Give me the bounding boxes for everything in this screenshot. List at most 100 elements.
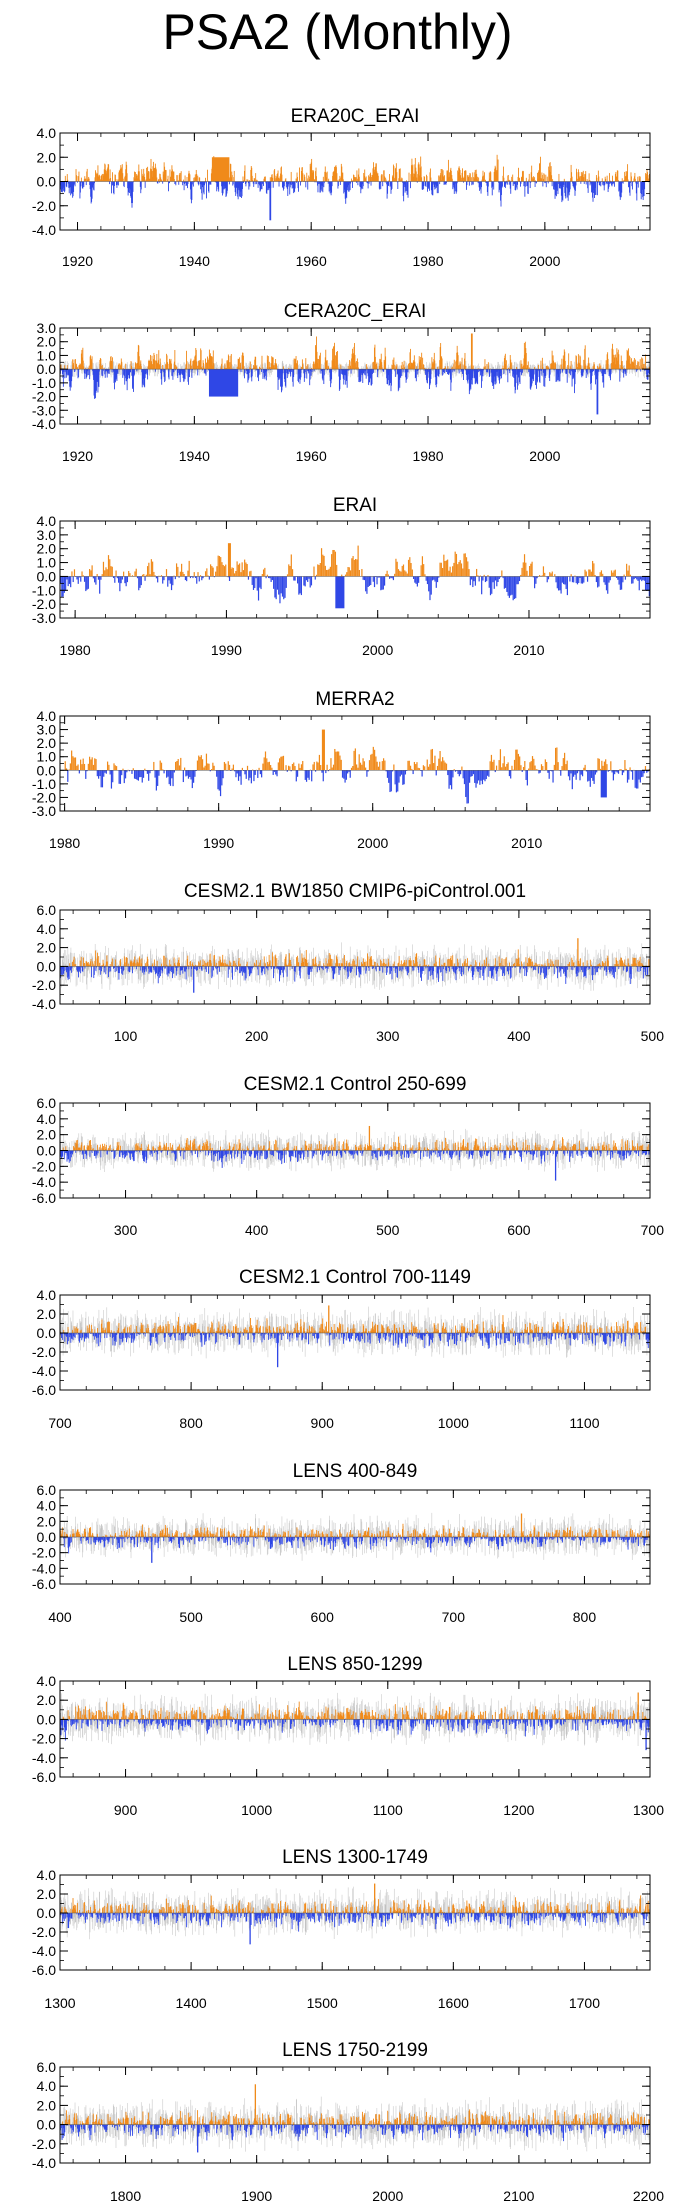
data-bar	[595, 181, 597, 195]
data-bar	[207, 369, 209, 371]
data-bar	[508, 369, 510, 371]
data-bar	[530, 172, 532, 182]
data-bar	[142, 369, 144, 385]
data-bar	[173, 179, 175, 182]
data-bar	[418, 576, 420, 583]
data-bar	[556, 369, 557, 371]
data-bar	[320, 548, 323, 577]
data-bar	[548, 170, 550, 182]
data-bar	[135, 363, 137, 370]
data-bar	[324, 357, 326, 370]
data-bar	[600, 365, 602, 370]
data-bar	[515, 180, 517, 182]
data-bar	[406, 369, 408, 379]
data-bar	[579, 177, 581, 182]
data-bar	[468, 175, 470, 182]
data-bar	[183, 179, 185, 182]
data-bar	[550, 573, 552, 577]
data-bar	[222, 181, 224, 196]
data-bar	[527, 181, 529, 194]
data-bar	[129, 573, 131, 577]
data-bar	[441, 568, 444, 577]
data-bar	[80, 177, 82, 182]
data-bar	[112, 172, 113, 182]
data-bar	[627, 351, 629, 370]
data-bar	[620, 181, 622, 198]
data-bar	[273, 180, 275, 182]
data-bar	[129, 369, 131, 373]
data-bar	[614, 354, 616, 370]
data-bar	[244, 165, 246, 182]
data-bar	[557, 181, 559, 184]
data-bar	[168, 369, 169, 378]
data-bar	[557, 181, 559, 195]
data-bar	[74, 181, 76, 187]
data-bar	[407, 181, 409, 198]
data-bar	[511, 576, 513, 595]
data-bar	[296, 181, 297, 183]
data-bar	[606, 181, 608, 184]
data-bar	[453, 562, 455, 577]
data-bar	[187, 369, 189, 382]
data-bar	[500, 181, 501, 201]
data-bar	[512, 181, 514, 186]
data-bar	[168, 369, 170, 380]
data-bar	[557, 369, 559, 380]
data-bar	[359, 181, 361, 188]
data-bar	[126, 369, 128, 391]
data-bar	[423, 368, 425, 370]
data-bar	[549, 369, 551, 382]
data-bar	[626, 175, 628, 182]
data-bar	[434, 181, 436, 190]
data-bar	[297, 360, 298, 370]
data-bar	[439, 175, 441, 182]
data-bar	[553, 181, 555, 190]
data-bar	[178, 369, 180, 373]
data-bar	[345, 181, 347, 198]
data-bar	[442, 369, 444, 376]
data-bar	[142, 176, 144, 182]
data-bar	[463, 369, 464, 380]
data-bar	[83, 181, 85, 187]
data-bar	[497, 169, 499, 182]
data-bar	[528, 566, 531, 577]
data-bar	[156, 177, 158, 182]
data-bar	[616, 348, 618, 370]
data-bar	[320, 181, 322, 190]
data-bar	[96, 573, 98, 577]
data-bar	[454, 181, 456, 192]
data-bar	[602, 369, 604, 383]
data-bar	[270, 576, 272, 582]
data-bar	[485, 181, 487, 183]
data-bar	[601, 369, 603, 374]
data-bar	[289, 181, 291, 195]
data-bar	[632, 362, 634, 370]
data-bar	[336, 564, 338, 577]
data-bar	[188, 170, 190, 182]
data-bar	[236, 181, 238, 188]
data-bar	[216, 181, 218, 187]
data-bar	[60, 364, 62, 370]
data-bar	[604, 176, 606, 182]
data-bar	[393, 364, 395, 370]
data-bar	[461, 357, 463, 370]
data-bar	[341, 172, 343, 182]
data-bar	[601, 178, 603, 182]
data-bar	[173, 575, 175, 577]
data-bar	[238, 181, 240, 191]
data-bar	[647, 172, 648, 182]
data-bar	[588, 357, 590, 370]
data-bar	[496, 154, 498, 182]
data-bar	[65, 181, 67, 187]
data-bar	[189, 576, 192, 579]
data-bar	[561, 369, 563, 373]
data-bar	[470, 369, 472, 381]
data-bar	[367, 369, 369, 374]
data-bar	[513, 369, 515, 379]
data-bar	[189, 369, 191, 371]
data-bar	[633, 176, 635, 182]
data-bar	[630, 172, 632, 182]
data-bar	[466, 175, 468, 182]
data-bar	[422, 181, 424, 190]
data-bar	[546, 176, 548, 182]
